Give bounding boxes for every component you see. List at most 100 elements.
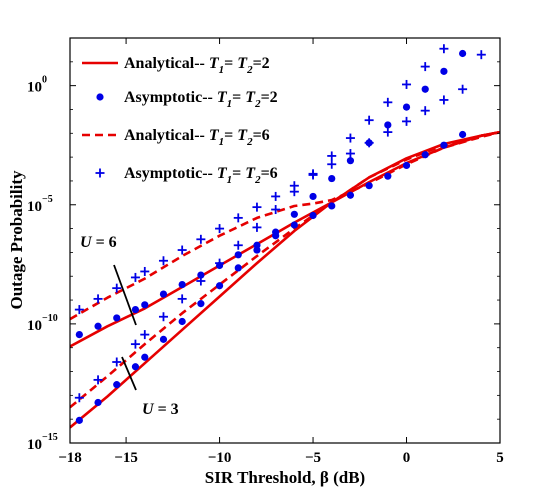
marker-plus — [196, 276, 206, 286]
marker-plus — [327, 159, 337, 169]
y-tick-exponent: −15 — [42, 432, 58, 443]
marker-circle — [94, 398, 102, 407]
legend-label: Analytical-- T1= T2=2 — [124, 55, 270, 76]
marker-circle — [131, 305, 140, 314]
legend-label-part: =2 — [261, 89, 278, 106]
annotation-u6: U = 6 — [80, 234, 117, 251]
legend-label-part: Asymptotic-- — [124, 165, 217, 182]
annotations: U = 6 U = 3 — [80, 234, 179, 418]
marker-circle — [384, 172, 392, 180]
marker-circle — [197, 300, 205, 308]
annotation-u6-var: U — [80, 234, 93, 251]
marker-circle — [402, 103, 411, 111]
legend-label-part: 2 — [246, 64, 253, 76]
marker-plus — [233, 240, 243, 250]
marker-plus — [140, 330, 150, 340]
marker-plus — [383, 127, 393, 137]
marker-circle — [365, 182, 373, 190]
marker-plus — [476, 50, 486, 60]
marker-plus — [271, 205, 281, 215]
legend-label-part: T — [245, 89, 256, 106]
marker-circle — [234, 264, 242, 272]
marker-plus — [402, 79, 412, 89]
legend-label-part: = — [224, 127, 237, 144]
annotation-u3: U = 3 — [142, 401, 179, 418]
y-tick-exponent: −10 — [42, 313, 58, 324]
legend-label-part: T — [237, 127, 248, 144]
legend-swatch — [96, 93, 104, 101]
legend-entry: Asymptotic-- T1= T2=2 — [96, 89, 278, 110]
annotation-u6-value: = 6 — [92, 234, 117, 251]
legend-label-part: =6 — [253, 127, 270, 144]
marker-circle — [440, 141, 448, 149]
marker-plus — [439, 44, 449, 54]
marker-plus — [93, 294, 103, 304]
marker-plus — [458, 84, 468, 94]
marker-circle — [131, 363, 140, 371]
marker-circle — [113, 381, 121, 389]
x-tick-label: 0 — [403, 450, 411, 466]
legend-label-part: Asymptotic-- — [124, 89, 217, 106]
legend-label-part: 1 — [219, 136, 225, 148]
marker-plus — [130, 272, 140, 282]
annotation-u3-var: U — [142, 401, 155, 418]
x-tick-label: −5 — [305, 450, 321, 466]
legend-label-part: = — [232, 165, 245, 182]
marker-circle — [234, 251, 242, 259]
marker-plus — [158, 312, 168, 322]
legend-label: Analytical-- T1= T2=6 — [124, 127, 270, 148]
marker-plus — [177, 245, 187, 255]
marker-plus — [112, 357, 122, 367]
y-tick-exponent: 0 — [42, 75, 47, 86]
legend-label-part: T — [209, 55, 220, 72]
marker-circle — [459, 130, 467, 139]
marker-circle — [159, 290, 168, 298]
legend-entry: Asymptotic-- T1= T2=6 — [95, 165, 278, 186]
legend-label-part: T — [217, 89, 228, 106]
marker-plus — [233, 213, 243, 223]
legend-label-part: T — [245, 165, 256, 182]
marker-circle — [309, 211, 317, 220]
marker-circle — [197, 271, 205, 279]
y-axis-label: Outage Probability — [7, 170, 26, 309]
marker-circle — [75, 331, 83, 339]
marker-plus — [383, 97, 393, 107]
y-tick-exponent: −5 — [42, 194, 53, 205]
marker-plus — [327, 151, 337, 161]
marker-circle — [384, 121, 392, 129]
plot-frame — [69, 37, 501, 444]
marker-plus — [402, 116, 412, 126]
marker-circle — [94, 322, 102, 330]
marker-plus — [112, 283, 122, 293]
marker-plus — [74, 393, 84, 403]
marker-plus — [130, 339, 140, 349]
legend-label: Asymptotic-- T1= T2=2 — [124, 89, 278, 110]
marker-plus — [252, 222, 262, 232]
marker-circle — [141, 353, 149, 361]
legend-label-part: 1 — [227, 174, 233, 186]
marker-plus — [345, 149, 355, 159]
x-tick-label: −15 — [114, 450, 138, 466]
y-tick-label: 10 — [27, 80, 42, 96]
marker-circle — [440, 67, 448, 75]
marker-circle — [328, 174, 336, 183]
legend-label: Asymptotic-- T1= T2=6 — [124, 165, 278, 186]
marker-circle — [421, 85, 429, 93]
y-tick-label: 10 — [27, 199, 42, 215]
marker-plus — [308, 169, 318, 179]
marker-plus — [140, 266, 150, 276]
y-tick-label: 10 — [27, 437, 42, 453]
marker-plus — [420, 62, 430, 72]
legend-label-part: Analytical-- — [124, 55, 209, 72]
x-tick-label: −18 — [58, 450, 82, 466]
marker-circle — [290, 210, 298, 218]
marker-plus — [215, 224, 225, 234]
marker-plus — [158, 256, 168, 266]
series-line-dashed-2 — [70, 130, 500, 321]
legend-entry: Analytical-- T1= T2=2 — [82, 55, 270, 76]
legend-label-part: T — [217, 165, 228, 182]
marker-circle — [402, 161, 411, 170]
